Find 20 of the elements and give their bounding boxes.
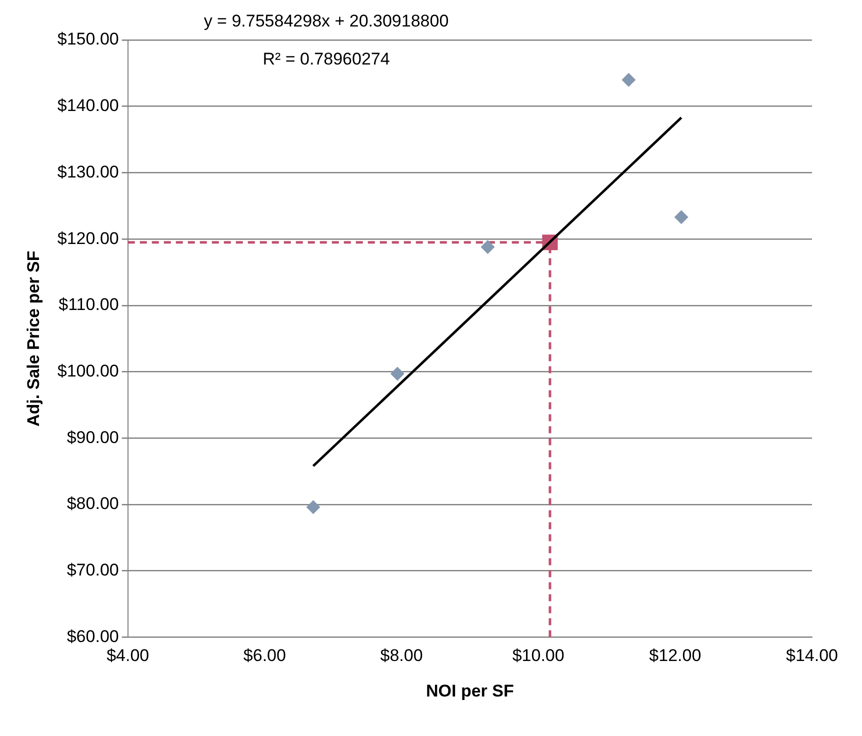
y-tick-label: $70.00 (66, 560, 119, 580)
x-tick-label: $14.00 (786, 646, 838, 666)
y-tick-label: $60.00 (66, 626, 119, 646)
x-tick-label: $12.00 (649, 646, 702, 666)
text: y = 9.75584298x + 20.30918800 (204, 12, 449, 31)
y-tick-label: $80.00 (66, 494, 119, 514)
x-tick-label: $10.00 (512, 646, 564, 666)
y-tick-label: $150.00 (57, 30, 119, 49)
y-tick-label: $130.00 (57, 162, 119, 182)
x-axis-title: NOI per SF (426, 681, 514, 700)
x-tick-label: $6.00 (243, 646, 286, 666)
x-tick-label: $4.00 (106, 646, 150, 666)
y-tick-label: $90.00 (66, 428, 119, 447)
x-tick-label: $8.00 (380, 646, 423, 666)
y-tick-label: $110.00 (58, 295, 119, 314)
y-axis-title: Adj. Sale Price per SF (24, 250, 43, 426)
annotation: R² = 0.78960274 (262, 50, 390, 69)
y-tick-label: $100.00 (57, 361, 119, 380)
y-tick-label: $120.00 (57, 228, 119, 248)
y-tick-label: $140.00 (57, 96, 119, 116)
